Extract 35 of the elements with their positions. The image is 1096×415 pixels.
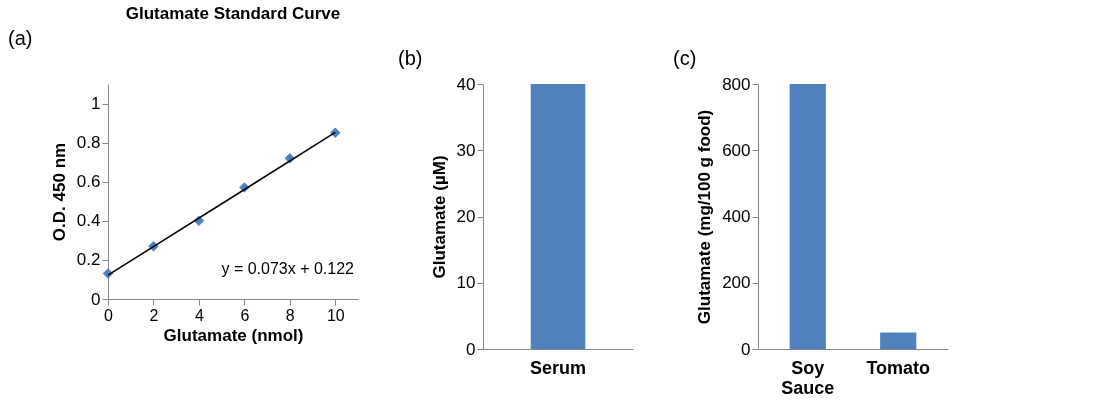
y-tick-label: 20 — [456, 207, 476, 226]
annotation: y = 0.073x + 0.122 — [221, 260, 355, 277]
y-tick-label: 1 — [91, 94, 101, 114]
x-tick-label: 6 — [240, 306, 250, 324]
y-axis-title: O.D. 450 nm — [49, 142, 69, 242]
y-tick-label: 400 — [722, 207, 751, 226]
x-tick-label: 0 — [104, 306, 114, 324]
y-tick-label: 10 — [456, 273, 476, 293]
y-tick-label: 0.8 — [76, 133, 101, 153]
y-tick-label: 600 — [722, 140, 751, 160]
y-tick-label: 0.2 — [76, 250, 101, 270]
x-axis-title: Glutamate (nmol) — [163, 325, 304, 345]
y-tick-label: 0.4 — [76, 211, 101, 231]
x-tick-label: 4 — [194, 306, 204, 324]
text: (c) — [673, 47, 697, 69]
x-tick-label: Soy Sauce — [781, 357, 835, 398]
y-tick-label: 0 — [741, 339, 751, 359]
x-tick-label: Tomato — [866, 357, 931, 378]
text: (b) — [398, 47, 423, 69]
x-tick-label: 10 — [326, 306, 345, 324]
text: (a) — [8, 27, 33, 49]
y-tick-label: 0.6 — [76, 172, 101, 192]
chart-title: Glutamate Standard Curve — [125, 4, 341, 23]
x-tick-label: 8 — [285, 306, 295, 324]
y-axis-title: Glutamate (mg/100 g food) — [695, 109, 715, 325]
x-tick-label: Serum — [529, 357, 587, 378]
y-tick-label: 40 — [456, 74, 476, 94]
y-tick-label: 0 — [91, 289, 101, 309]
y-tick-label: 800 — [722, 74, 751, 94]
y-tick-label: 200 — [722, 273, 751, 293]
y-tick-label: 30 — [456, 140, 476, 160]
point — [330, 127, 341, 139]
x-tick-label: 2 — [149, 306, 159, 324]
y-axis-title: Glutamate (µM) — [429, 155, 449, 279]
y-tick-label: 0 — [466, 339, 476, 359]
